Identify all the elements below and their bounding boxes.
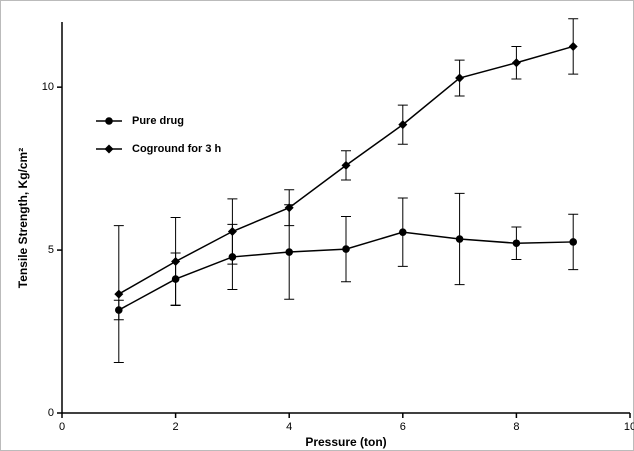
legend-label: Pure drug — [132, 115, 184, 127]
point — [455, 73, 465, 83]
x-tick-label: 10 — [624, 421, 634, 433]
legend-marker — [104, 144, 114, 154]
point — [511, 58, 521, 68]
legend-marker — [105, 117, 113, 125]
x-tick-label: 2 — [173, 421, 179, 433]
point — [398, 120, 408, 130]
point — [114, 289, 124, 299]
y-tick-label: 0 — [48, 407, 54, 419]
y-tick-label: 5 — [48, 244, 54, 256]
point — [341, 160, 351, 170]
x-tick-label: 6 — [400, 421, 406, 433]
legend-label: Coground for 3 h — [132, 143, 221, 155]
x-tick-label: 0 — [59, 421, 65, 433]
point — [342, 245, 350, 253]
y-axis-label: Tensile Strength, Kg/cm² — [16, 148, 30, 288]
point — [512, 239, 521, 248]
x-axis-label: Pressure (ton) — [305, 435, 386, 449]
point — [171, 256, 181, 266]
point — [568, 41, 578, 51]
point — [227, 227, 237, 237]
point — [399, 228, 407, 236]
point — [455, 235, 464, 243]
point — [569, 238, 577, 246]
point — [285, 248, 294, 256]
y-tick-label: 10 — [42, 81, 54, 93]
x-tick-label: 8 — [513, 421, 519, 433]
point — [284, 203, 294, 213]
x-tick-label: 4 — [286, 421, 292, 433]
